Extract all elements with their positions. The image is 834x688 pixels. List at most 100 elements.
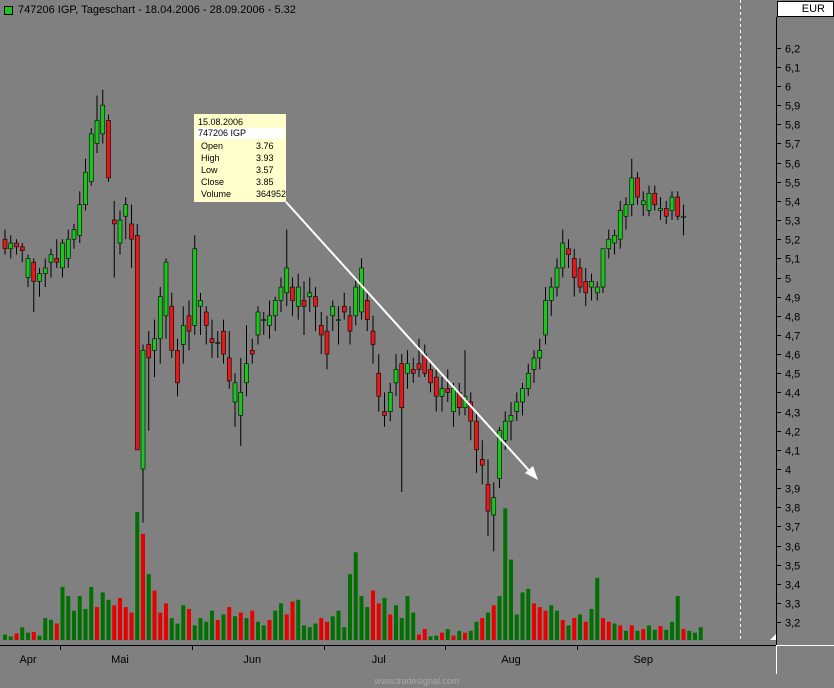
- candle-body: [267, 315, 272, 326]
- volume-bar: [520, 592, 525, 640]
- tooltip-row-low: Low 3.57: [198, 165, 284, 176]
- volume-bar: [583, 621, 588, 640]
- volume-bar: [158, 612, 163, 640]
- candle-body: [347, 315, 353, 332]
- volume-bar: [256, 621, 260, 640]
- tooltip-value: 3.57: [256, 165, 274, 175]
- footer-watermark: www.tradesignal.com: [374, 676, 460, 686]
- candle-body: [77, 204, 83, 236]
- volume-bar: [26, 632, 30, 640]
- volume-bar: [77, 596, 82, 640]
- y-tick-label: 5,3: [785, 216, 800, 228]
- candle-body: [364, 300, 370, 320]
- candle-body: [663, 208, 669, 217]
- y-tick-label: 5,1: [785, 254, 800, 266]
- candle-body: [244, 363, 249, 384]
- candle-body: [71, 229, 77, 240]
- volume-bar: [365, 607, 370, 640]
- volume-bar: [187, 608, 191, 640]
- volume-bar: [342, 627, 347, 640]
- volume-bar: [428, 636, 433, 640]
- y-tick-label: 5,7: [785, 139, 800, 151]
- y-tick-label: 4: [785, 465, 791, 477]
- candle-body: [341, 305, 347, 313]
- candle-body: [468, 401, 474, 422]
- candle-body: [232, 382, 238, 403]
- candle-body: [295, 286, 301, 307]
- volume-bar: [624, 630, 628, 640]
- candle-body: [198, 300, 203, 307]
- volume-bar: [302, 625, 306, 640]
- volume-bar: [681, 629, 686, 640]
- candle-body: [497, 430, 502, 479]
- annotation-arrowhead: [525, 466, 538, 480]
- volume-bar: [164, 603, 168, 640]
- candle-body: [514, 401, 520, 412]
- y-tick-label: 4,4: [785, 388, 800, 400]
- candle-body: [54, 258, 60, 263]
- chart-title-bar: 747206 IGP, Tageschart - 18.04.2006 - 28…: [4, 3, 296, 17]
- candle-body: [353, 286, 359, 317]
- volume-bar: [60, 586, 65, 640]
- tooltip-label: High: [201, 153, 220, 163]
- candle-body: [301, 300, 307, 307]
- y-tick-label: 3,4: [785, 580, 800, 592]
- y-tick-label: 3,3: [785, 599, 800, 611]
- y-tick-label: 4,6: [785, 350, 800, 362]
- volume-bar: [152, 590, 157, 640]
- candle-body: [134, 235, 140, 451]
- candle-body: [25, 258, 31, 278]
- volume-bar: [394, 605, 398, 640]
- y-tick-label: 5,2: [785, 235, 800, 247]
- volume-bar: [480, 618, 485, 640]
- volume-bar: [652, 629, 657, 640]
- y-tick-label: 6: [785, 82, 791, 94]
- candle-body: [600, 248, 606, 288]
- resize-grip-icon: [770, 634, 776, 640]
- candle-body: [19, 246, 25, 251]
- x-tick-label: Apr: [19, 654, 36, 666]
- candle-body: [249, 349, 255, 355]
- volume-bar: [244, 618, 249, 640]
- volume-bar: [100, 592, 105, 640]
- candle-body: [284, 267, 290, 294]
- y-tick-label: 6,2: [785, 44, 800, 56]
- volume-bar: [267, 619, 272, 640]
- volume-bar: [37, 635, 42, 640]
- volume-bar: [595, 577, 600, 640]
- candle-body: [169, 305, 175, 351]
- volume-bar: [89, 586, 94, 640]
- y-tick-label: 3,8: [785, 503, 800, 515]
- tooltip-value: 3.85: [256, 177, 274, 187]
- volume-bar: [307, 627, 312, 640]
- candle-body: [255, 311, 261, 336]
- volume-bar: [514, 614, 519, 640]
- candle-body: [554, 267, 560, 288]
- candle-body: [152, 338, 157, 351]
- volume-bar: [532, 603, 536, 640]
- volume-bar: [641, 629, 646, 640]
- volume-bar: [612, 623, 617, 640]
- volume-bar: [325, 621, 329, 640]
- y-tick-label: 4,8: [785, 312, 800, 324]
- candle-body: [290, 286, 295, 301]
- candle-body: [157, 296, 163, 340]
- volume-bar: [353, 552, 358, 640]
- volume-bar: [233, 616, 237, 640]
- volume-bar: [95, 607, 99, 640]
- candle-body: [370, 330, 376, 345]
- volume-bar: [445, 629, 450, 640]
- y-tick-label: 4,9: [785, 293, 800, 305]
- candle-body: [658, 208, 663, 211]
- volume-bar: [601, 618, 605, 640]
- candle-body: [226, 357, 232, 382]
- candle-body: [606, 238, 612, 250]
- volume-bar: [43, 618, 48, 640]
- volume-bar: [486, 612, 490, 640]
- volume-bar: [422, 629, 427, 640]
- candle-body: [186, 315, 192, 332]
- candle-body: [313, 296, 318, 307]
- candle-body: [612, 235, 617, 244]
- candle-body: [215, 342, 221, 344]
